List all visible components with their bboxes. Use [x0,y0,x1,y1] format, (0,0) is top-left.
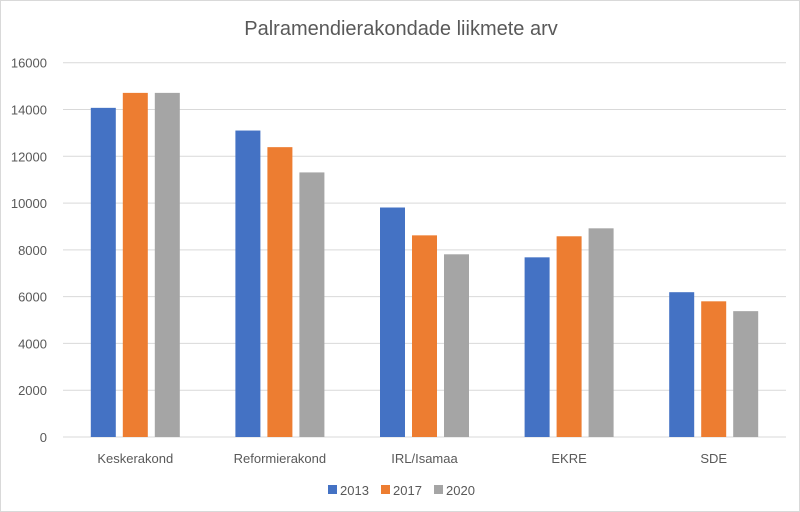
bar-2020-irlisamaa [444,254,469,437]
legend-swatch-2017 [381,485,390,494]
x-tick-label: Keskerakond [97,451,173,466]
bar-2020-ekre [588,228,614,437]
bar-2017-ekre [556,236,582,437]
legend-label-2020: 2020 [446,483,475,498]
y-tick-label: 10000 [11,196,47,211]
bar-2020-sde [733,311,759,437]
y-tick-label: 8000 [18,243,47,258]
bar-2013-irlisamaa [380,207,405,437]
bar-2013-reformierakond [235,130,261,437]
legend-label-2013: 2013 [340,483,369,498]
bar-2013-sde [669,292,695,437]
bar-2017-irlisamaa [412,235,437,437]
bar-2017-sde [701,301,727,437]
y-tick-label: 14000 [11,102,47,117]
y-tick-label: 4000 [18,336,47,351]
y-tick-label: 2000 [18,383,47,398]
y-tick-label: 16000 [11,56,47,71]
x-tick-label: SDE [700,451,727,466]
bar-2017-reformierakond [267,147,293,438]
legend-label-2017: 2017 [393,483,422,498]
bar-2020-reformierakond [299,172,325,437]
bar-2013-ekre [524,257,550,437]
x-tick-label: Reformierakond [234,451,327,466]
bar-2020-keskerakond [154,92,180,438]
bar-2013-keskerakond [90,107,116,437]
x-tick-label: EKRE [551,451,587,466]
legend-swatch-2013 [328,485,337,494]
x-tick-label: IRL/Isamaa [391,451,458,466]
y-tick-label: 6000 [18,290,47,305]
legend-swatch-2020 [434,485,443,494]
y-tick-label: 12000 [11,149,47,164]
bar-2017-keskerakond [122,92,148,438]
y-tick-label: 0 [40,430,47,445]
chart-title: Palramendierakondade liikmete arv [244,18,558,40]
